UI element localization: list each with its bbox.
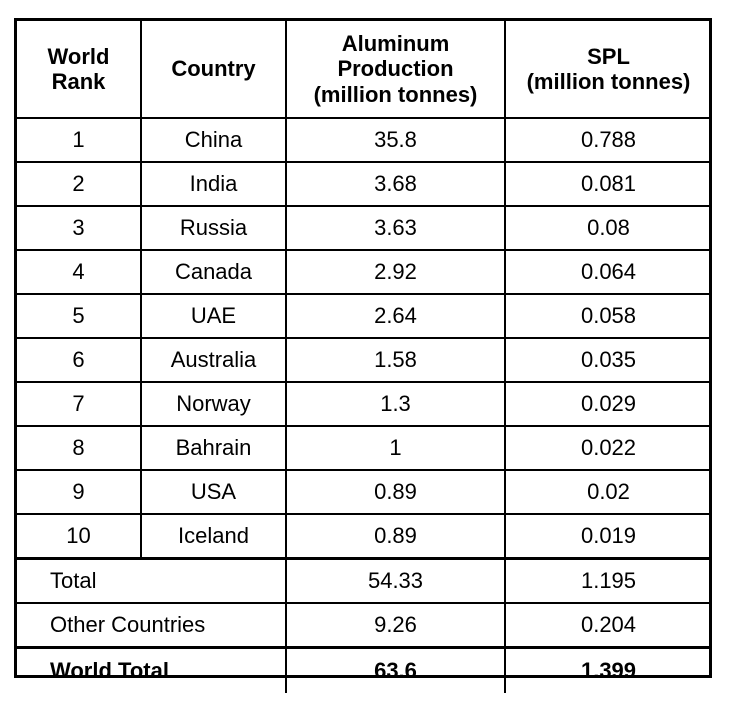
table-row: 8 Bahrain 1 0.022	[17, 425, 711, 471]
cell-country: UAE	[140, 293, 287, 339]
cell-country: USA	[140, 469, 287, 515]
cell-production: 35.8	[285, 117, 506, 163]
table-row: 9 USA 0.89 0.02	[17, 469, 711, 515]
cell-production: 63.6	[285, 646, 506, 693]
cell-summary-label: Total	[17, 557, 287, 604]
cell-summary-label: Other Countries	[17, 602, 287, 649]
cell-rank: 1	[17, 117, 142, 163]
table-row: 7 Norway 1.3 0.029	[17, 381, 711, 427]
cell-country: Norway	[140, 381, 287, 427]
cell-spl: 0.029	[504, 381, 711, 427]
cell-production: 2.64	[285, 293, 506, 339]
cell-spl: 0.058	[504, 293, 711, 339]
table-row: 4 Canada 2.92 0.064	[17, 249, 711, 295]
cell-spl: 0.204	[504, 602, 711, 649]
header-production-line2: Production	[337, 56, 454, 82]
cell-production: 1.3	[285, 381, 506, 427]
cell-spl: 0.035	[504, 337, 711, 383]
cell-production: 0.89	[285, 513, 506, 560]
header-world-rank-line2: Rank	[51, 69, 106, 94]
table-row: 3 Russia 3.63 0.08	[17, 205, 711, 251]
cell-country: India	[140, 161, 287, 207]
header-production-line1: Aluminum	[341, 31, 450, 57]
cell-production: 0.89	[285, 469, 506, 515]
cell-rank: 10	[17, 513, 142, 560]
cell-rank: 3	[17, 205, 142, 251]
cell-spl: 0.08	[504, 205, 711, 251]
header-production-line3: (million tonnes)	[313, 81, 478, 107]
cell-spl: 0.081	[504, 161, 711, 207]
cell-production: 3.68	[285, 161, 506, 207]
cell-country: China	[140, 117, 287, 163]
cell-rank: 8	[17, 425, 142, 471]
summary-row: Other Countries 9.26 0.204	[17, 602, 711, 649]
summary-row: Total 54.33 1.195	[17, 557, 711, 604]
world-total-row: World Total 63.6 1.399	[17, 646, 711, 693]
cell-production: 54.33	[285, 557, 506, 604]
aluminum-spl-table: World Rank Country Aluminum Production (…	[14, 18, 712, 693]
table-row: 2 India 3.68 0.081	[17, 161, 711, 207]
cell-rank: 6	[17, 337, 142, 383]
header-spl-line1: SPL	[587, 43, 630, 69]
cell-production: 9.26	[285, 602, 506, 649]
cell-country: Bahrain	[140, 425, 287, 471]
header-spl-line2: (million tonnes)	[526, 69, 691, 94]
cell-spl: 0.02	[504, 469, 711, 515]
table-row: 1 China 35.8 0.788	[17, 117, 711, 163]
header-aluminum-production: Aluminum Production (million tonnes)	[285, 21, 506, 119]
data-table: World Rank Country Aluminum Production (…	[17, 21, 711, 693]
cell-spl: 0.788	[504, 117, 711, 163]
header-world-rank-line1: World	[47, 43, 110, 69]
table-body: 1 China 35.8 0.788 2 India 3.68 0.081 3 Russia 3.6…	[17, 117, 711, 693]
cell-rank: 9	[17, 469, 142, 515]
cell-summary-label: World Total	[17, 646, 287, 693]
cell-spl: 0.019	[504, 513, 711, 560]
cell-spl: 1.195	[504, 557, 711, 604]
table-row: 6 Australia 1.58 0.035	[17, 337, 711, 383]
cell-country: Australia	[140, 337, 287, 383]
header-spl: SPL (million tonnes)	[504, 21, 711, 119]
cell-production: 1.58	[285, 337, 506, 383]
cell-production: 1	[285, 425, 506, 471]
header-world-rank: World Rank	[17, 21, 142, 119]
cell-spl: 0.022	[504, 425, 711, 471]
cell-spl: 1.399	[504, 646, 711, 693]
cell-production: 3.63	[285, 205, 506, 251]
cell-country: Iceland	[140, 513, 287, 560]
cell-country: Russia	[140, 205, 287, 251]
header-row: World Rank Country Aluminum Production (…	[17, 21, 711, 119]
cell-rank: 2	[17, 161, 142, 207]
cell-rank: 4	[17, 249, 142, 295]
header-country: Country	[140, 21, 287, 119]
cell-country: Canada	[140, 249, 287, 295]
cell-production: 2.92	[285, 249, 506, 295]
table-row: 10 Iceland 0.89 0.019	[17, 513, 711, 560]
cell-spl: 0.064	[504, 249, 711, 295]
table-row: 5 UAE 2.64 0.058	[17, 293, 711, 339]
cell-rank: 7	[17, 381, 142, 427]
cell-rank: 5	[17, 293, 142, 339]
